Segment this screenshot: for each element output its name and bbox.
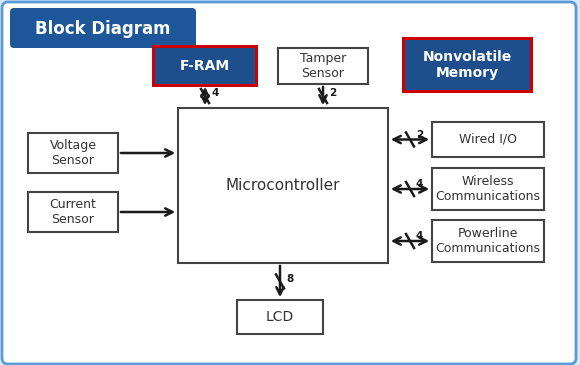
Bar	[402, 37, 533, 93]
Text: 2: 2	[416, 130, 423, 139]
Text: Powerline
Communications: Powerline Communications	[436, 227, 541, 255]
Text: Nonvolatile
Memory: Nonvolatile Memory	[423, 50, 512, 80]
Text: Block Diagram: Block Diagram	[35, 20, 171, 38]
Text: Wired I/O: Wired I/O	[459, 133, 517, 146]
Text: 2: 2	[329, 88, 336, 98]
Bar	[152, 45, 258, 87]
Text: 4: 4	[416, 179, 423, 189]
Bar	[178, 108, 388, 263]
Text: Voltage
Sensor: Voltage Sensor	[49, 139, 96, 167]
Text: 4: 4	[416, 231, 423, 241]
Bar	[155, 48, 255, 84]
Bar	[278, 48, 368, 84]
Bar	[432, 122, 544, 157]
Text: 8: 8	[286, 273, 293, 284]
Text: F-RAM: F-RAM	[180, 59, 230, 73]
Text: LCD: LCD	[266, 310, 294, 324]
Bar	[28, 192, 118, 232]
Bar	[432, 220, 544, 262]
Text: 4: 4	[211, 88, 219, 98]
Text: Current
Sensor: Current Sensor	[49, 198, 96, 226]
Bar	[237, 300, 323, 334]
Bar	[405, 40, 530, 90]
Text: Wireless
Communications: Wireless Communications	[436, 175, 541, 203]
FancyBboxPatch shape	[10, 8, 196, 48]
Bar	[28, 133, 118, 173]
Text: Microcontroller: Microcontroller	[226, 178, 340, 193]
Bar	[432, 168, 544, 210]
Text: Tamper
Sensor: Tamper Sensor	[300, 52, 346, 80]
